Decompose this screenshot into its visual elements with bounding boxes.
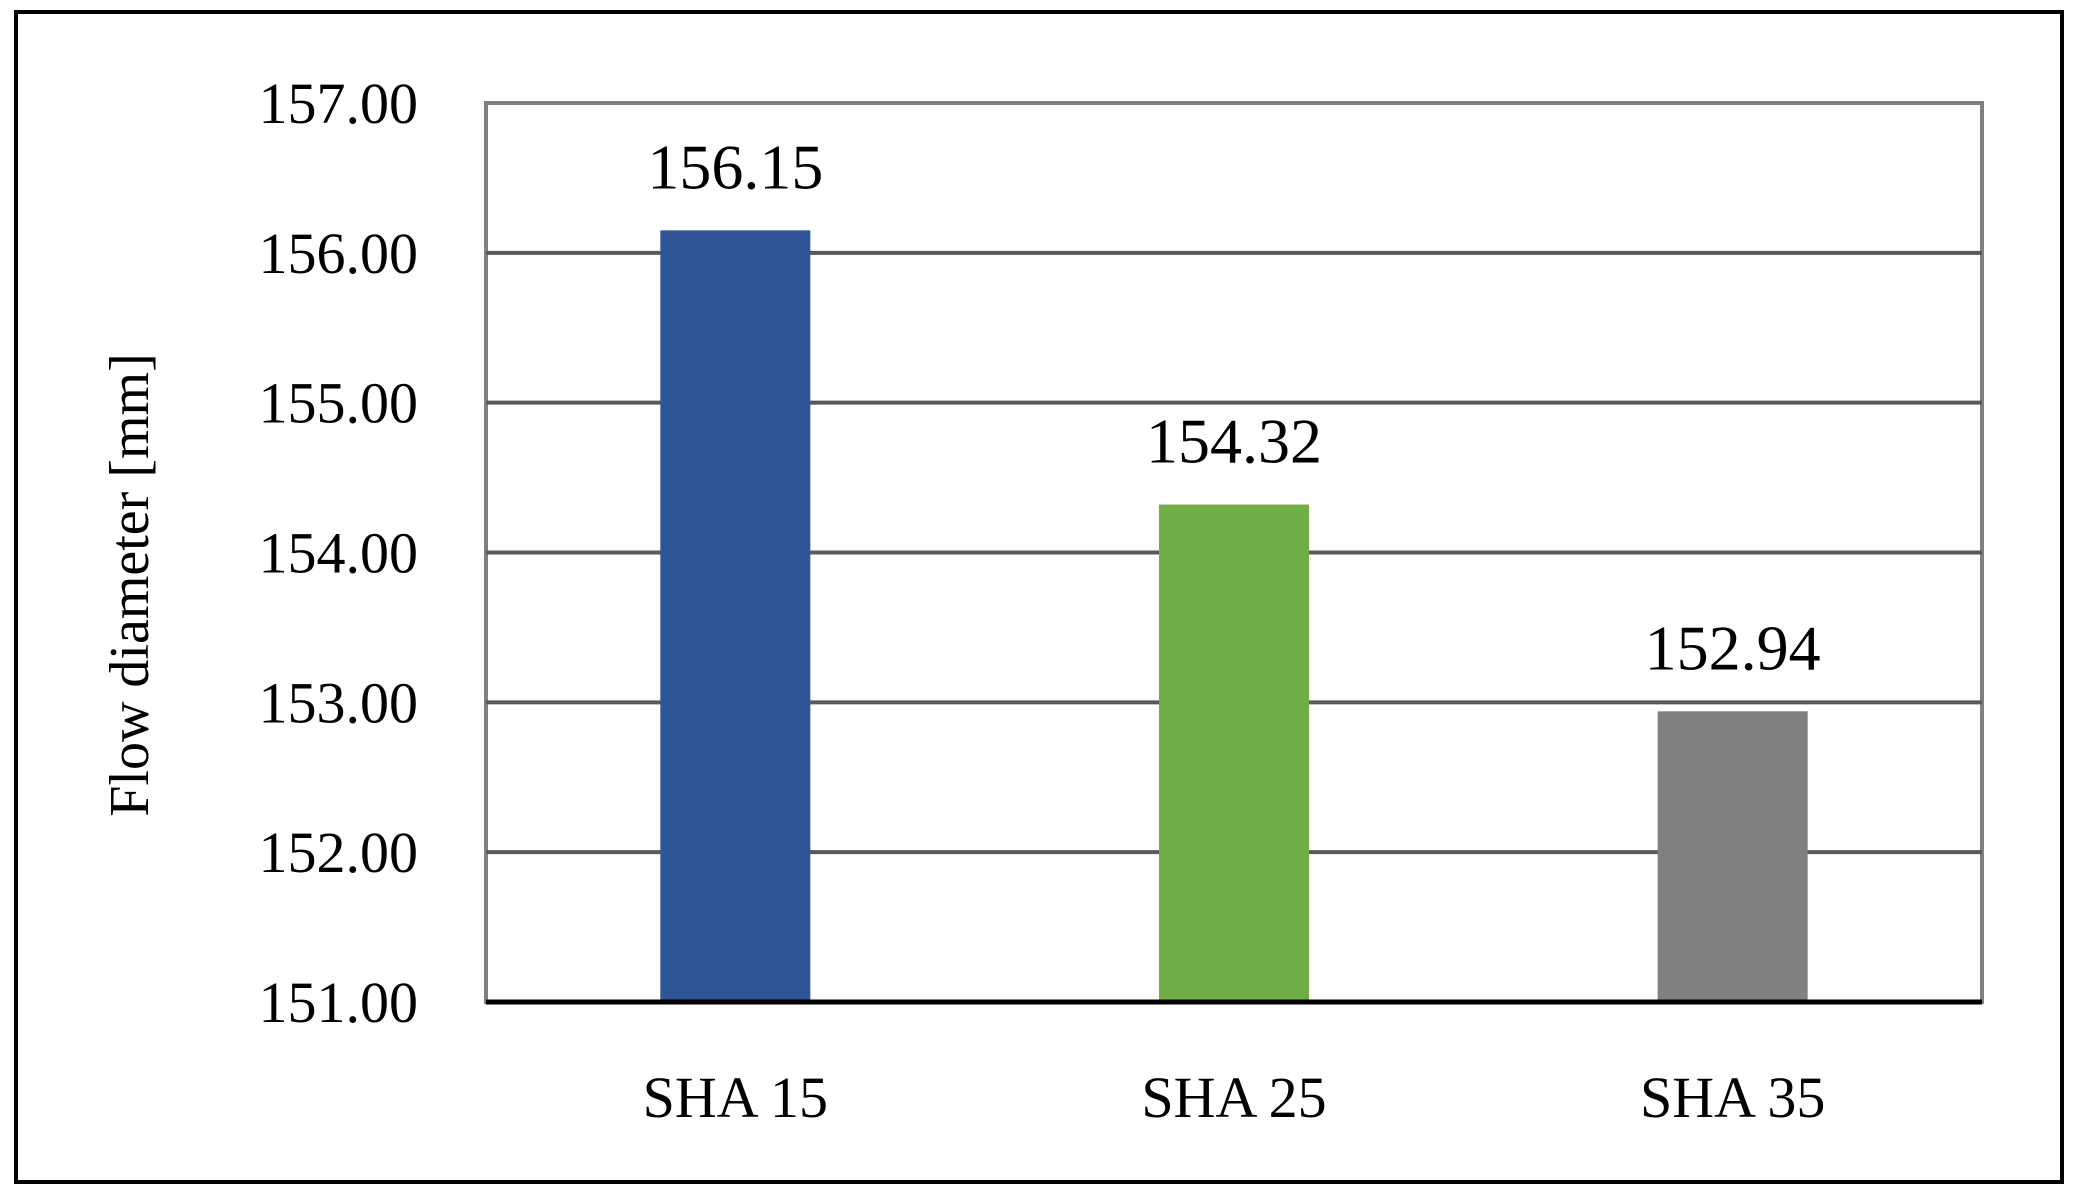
- y-tick-label: 157.00: [259, 71, 419, 136]
- bars: [660, 230, 1808, 1002]
- data-label: 154.32: [1146, 406, 1322, 477]
- x-tick-label: SHA 15: [643, 1065, 828, 1130]
- data-label: 156.15: [647, 131, 823, 202]
- y-tick-labels: 151.00 152.00 153.00 154.00 155.00 156.00 157.…: [259, 71, 419, 1035]
- y-tick-label: 156.00: [259, 221, 419, 286]
- data-label: 152.94: [1645, 612, 1821, 683]
- y-tick-label: 152.00: [259, 820, 419, 885]
- x-tick-label: SHA 25: [1141, 1065, 1326, 1130]
- y-tick-label: 155.00: [259, 371, 419, 436]
- y-tick-label: 153.00: [259, 670, 419, 735]
- y-axis-title: Flow diameter [mm]: [99, 353, 161, 816]
- bar-sha-25: [1159, 504, 1309, 1002]
- data-labels: 156.15 154.32 152.94: [647, 131, 1820, 683]
- x-tick-labels: SHA 15 SHA 25 SHA 35: [643, 1065, 1826, 1130]
- x-tick-label: SHA 35: [1640, 1065, 1825, 1130]
- bar-sha-35: [1657, 711, 1808, 1002]
- bar-sha-15: [660, 230, 811, 1002]
- y-tick-label: 154.00: [259, 521, 419, 586]
- y-tick-label: 151.00: [259, 970, 419, 1035]
